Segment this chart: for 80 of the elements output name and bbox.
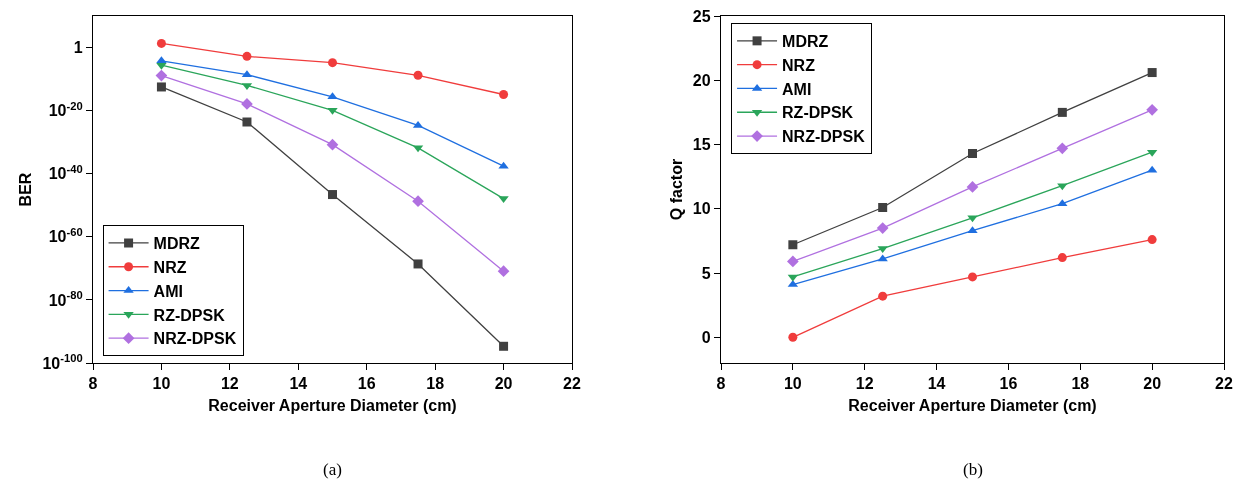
y-tick-label: 1 bbox=[73, 39, 83, 57]
y-tick-label: 0 bbox=[701, 328, 711, 346]
x-axis-title: Receiver Aperture Diameter (cm) bbox=[208, 397, 457, 415]
y-tick-label: 5 bbox=[701, 264, 711, 282]
x-tick-label: 20 bbox=[1143, 375, 1162, 393]
x-tick-label: 8 bbox=[88, 375, 98, 393]
y-tick-label: 10$^{-80}$ bbox=[48, 288, 83, 309]
legend-label: MDRZ bbox=[153, 235, 201, 253]
point bbox=[878, 291, 888, 301]
point bbox=[878, 202, 888, 212]
x-tick-label: 22 bbox=[1215, 375, 1233, 393]
legend-label: NRZ bbox=[153, 259, 187, 276]
y-tick-label: 10$^{-20}$ bbox=[48, 99, 83, 120]
y-axis-title: Q factor bbox=[667, 158, 685, 221]
x-tick-label: 10 bbox=[783, 375, 802, 393]
y-tick-label: 10$^{-40}$ bbox=[48, 162, 83, 183]
legend-label: MDRZ bbox=[782, 33, 829, 51]
legend-label: AMI bbox=[782, 80, 812, 98]
point bbox=[968, 149, 977, 159]
x-tick-label: 22 bbox=[563, 375, 581, 393]
point bbox=[1147, 235, 1157, 245]
point bbox=[1146, 103, 1158, 116]
point bbox=[498, 196, 509, 204]
point bbox=[327, 92, 338, 100]
point bbox=[1057, 183, 1068, 191]
point bbox=[968, 272, 977, 282]
y-axis-title: BER bbox=[17, 172, 35, 207]
x-tick-label: 14 bbox=[289, 375, 308, 393]
point bbox=[787, 255, 799, 268]
x-tick-label: 12 bbox=[220, 375, 239, 393]
point bbox=[1056, 142, 1069, 155]
legend-label: NRZ-DPSK bbox=[782, 128, 866, 146]
x-tick-label: 10 bbox=[152, 375, 171, 393]
x-tick-label: 18 bbox=[426, 375, 445, 393]
y-tick-label: 10$^{-100}$ bbox=[42, 351, 83, 372]
point bbox=[966, 181, 979, 193]
x-tick-label: 18 bbox=[1071, 375, 1090, 393]
y-tick-label: 25 bbox=[692, 7, 711, 25]
x-axis-title: Receiver Aperture Diameter (cm) bbox=[848, 397, 1097, 415]
point bbox=[156, 82, 166, 92]
point bbox=[876, 222, 889, 234]
point bbox=[497, 265, 510, 278]
point bbox=[1057, 107, 1067, 117]
point bbox=[413, 259, 423, 269]
x-tick-label: 8 bbox=[716, 375, 726, 393]
point bbox=[156, 56, 167, 64]
point bbox=[499, 341, 509, 351]
x-tick-label: 16 bbox=[999, 375, 1018, 393]
legend-label: RZ-DPSK bbox=[153, 306, 226, 324]
point bbox=[328, 190, 337, 200]
legend-label: RZ-DPSK bbox=[782, 104, 854, 122]
y-tick-label: 20 bbox=[692, 71, 711, 89]
y-tick-label: 10$^{-60}$ bbox=[48, 225, 83, 246]
point bbox=[242, 51, 252, 61]
point bbox=[328, 58, 337, 68]
point bbox=[877, 254, 888, 262]
legend-label: NRZ bbox=[782, 56, 816, 74]
x-tick-label: 20 bbox=[494, 375, 513, 393]
y-tick-label: 15 bbox=[692, 136, 711, 154]
x-tick-label: 16 bbox=[357, 375, 376, 393]
y-tick-label: 10 bbox=[692, 200, 711, 218]
point bbox=[155, 69, 168, 82]
point bbox=[156, 62, 167, 70]
x-tick-label: 14 bbox=[927, 375, 946, 393]
point bbox=[788, 240, 798, 250]
point bbox=[326, 138, 339, 151]
point bbox=[1147, 68, 1157, 78]
point bbox=[242, 117, 252, 127]
point bbox=[413, 70, 423, 80]
text: (b) bbox=[963, 460, 983, 479]
point bbox=[1057, 253, 1067, 263]
point bbox=[788, 332, 798, 342]
legend-label: AMI bbox=[153, 282, 183, 300]
point bbox=[499, 90, 509, 99]
text: (a) bbox=[323, 460, 342, 479]
legend-label: NRZ-DPSK bbox=[153, 330, 237, 348]
point bbox=[877, 246, 888, 254]
x-tick-label: 12 bbox=[855, 375, 874, 393]
point bbox=[156, 38, 166, 48]
point bbox=[412, 195, 424, 208]
